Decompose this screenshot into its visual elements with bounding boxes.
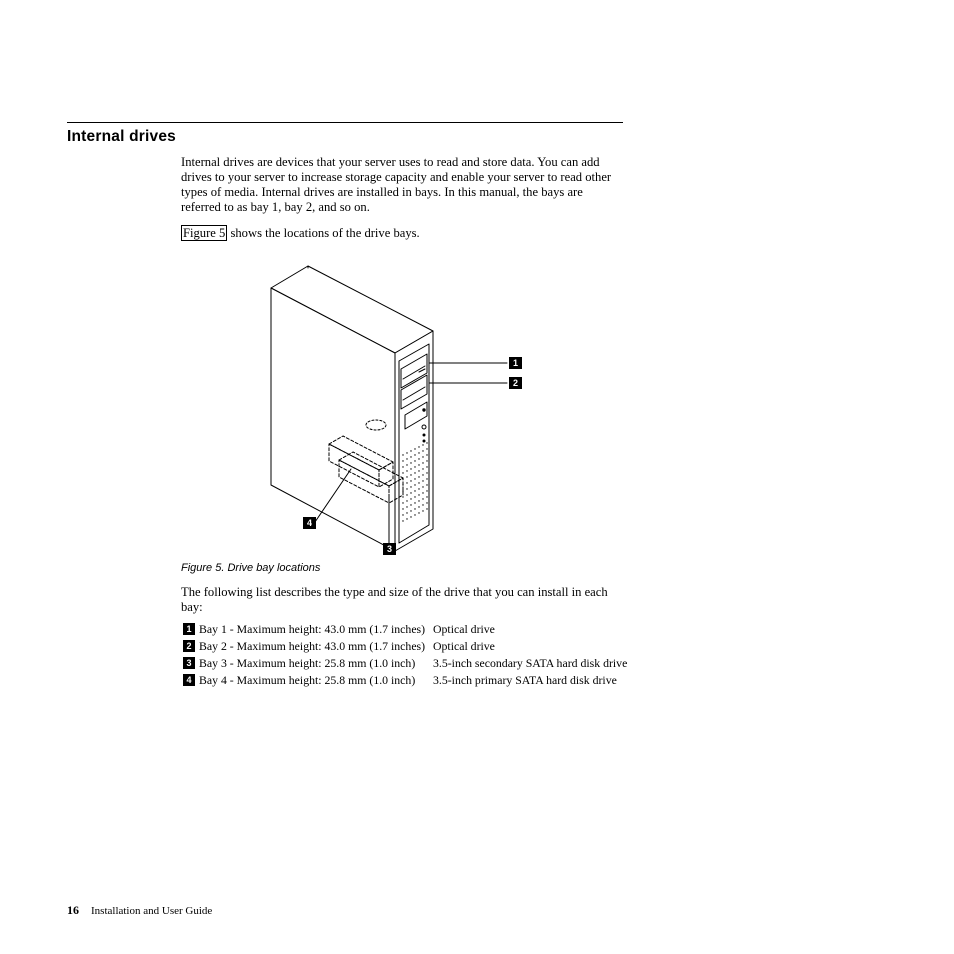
callout-3: 3 bbox=[383, 543, 396, 555]
table-row: 1 Bay 1 - Maximum height: 43.0 mm (1.7 in… bbox=[183, 622, 633, 637]
bay-number-icon: 4 bbox=[183, 674, 195, 686]
page-footer: 16 Installation and User Guide bbox=[67, 903, 212, 918]
bay-spec: Bay 4 - Maximum height: 25.8 mm (1.0 inc… bbox=[199, 673, 415, 687]
table-row: 4 Bay 4 - Maximum height: 25.8 mm (1.0 in… bbox=[183, 673, 633, 688]
bay-type: Optical drive bbox=[433, 639, 633, 654]
bay-number-icon: 3 bbox=[183, 657, 195, 669]
table-row: 3 Bay 3 - Maximum height: 25.8 mm (1.0 in… bbox=[183, 656, 633, 671]
bay-spec: Bay 1 - Maximum height: 43.0 mm (1.7 inc… bbox=[199, 622, 425, 636]
section-heading: Internal drives bbox=[67, 128, 176, 146]
bay-spec: Bay 3 - Maximum height: 25.8 mm (1.0 inc… bbox=[199, 656, 415, 670]
drive-bay-diagram bbox=[181, 255, 541, 555]
bay-type: 3.5-inch secondary SATA hard disk drive bbox=[433, 656, 633, 671]
callout-2: 2 bbox=[509, 377, 522, 389]
bay-number-icon: 1 bbox=[183, 623, 195, 635]
list-intro-paragraph: The following list describes the type an… bbox=[181, 585, 621, 615]
callout-1: 1 bbox=[509, 357, 522, 369]
figure-link[interactable]: Figure 5 bbox=[181, 225, 227, 241]
page-number: 16 bbox=[67, 903, 79, 917]
page: Internal drives Internal drives are devi… bbox=[0, 0, 954, 954]
bay-type: 3.5-inch primary SATA hard disk drive bbox=[433, 673, 633, 688]
bay-table: 1 Bay 1 - Maximum height: 43.0 mm (1.7 in… bbox=[181, 620, 635, 690]
figure-drive-bays: 1 2 3 4 bbox=[181, 255, 541, 555]
figure-ref-paragraph: Figure 5 shows the locations of the driv… bbox=[181, 226, 621, 241]
callout-4: 4 bbox=[303, 517, 316, 529]
section-rule bbox=[67, 122, 623, 123]
intro-paragraph: Internal drives are devices that your se… bbox=[181, 155, 621, 214]
figure-ref-text: shows the locations of the drive bays. bbox=[227, 226, 419, 240]
table-row: 2 Bay 2 - Maximum height: 43.0 mm (1.7 in… bbox=[183, 639, 633, 654]
doc-title: Installation and User Guide bbox=[91, 905, 212, 917]
bay-spec: Bay 2 - Maximum height: 43.0 mm (1.7 inc… bbox=[199, 639, 425, 653]
figure-caption: Figure 5. Drive bay locations bbox=[181, 562, 320, 574]
bay-type: Optical drive bbox=[433, 622, 633, 637]
bay-number-icon: 2 bbox=[183, 640, 195, 652]
